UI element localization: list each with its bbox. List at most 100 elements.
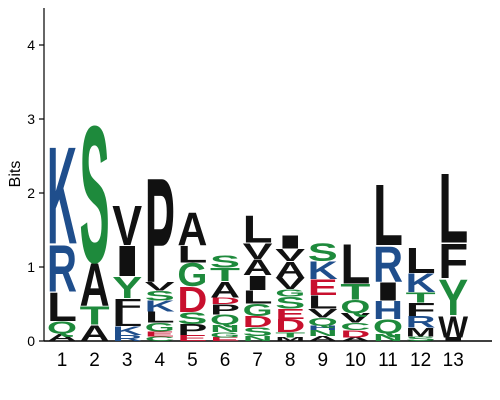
logo-letter-E: E: [210, 336, 240, 342]
logo-letter-G: G: [275, 287, 305, 299]
logo-letter-L: L: [406, 241, 436, 281]
position-label: 1: [57, 350, 68, 371]
logo-letter-D: D: [275, 315, 305, 336]
position-labels: 1 2 3 4 5 6 7 8 9 10 11 12 13: [57, 350, 464, 371]
logo-letter-T: T: [406, 289, 436, 305]
logo-letter-N: N: [243, 335, 273, 343]
position-label: 4: [155, 350, 166, 371]
logo-letter-T: T: [80, 302, 110, 330]
position-label: 6: [220, 350, 231, 371]
logo-letter-G: G: [145, 321, 175, 335]
logo-letter-P: P: [177, 322, 207, 339]
logo-letter-R: R: [373, 236, 403, 293]
logo-letter-V: V: [308, 306, 338, 320]
logo-letter-A: A: [210, 278, 240, 303]
position-label: 12: [410, 350, 431, 371]
y-axis: [43, 8, 492, 342]
logo-letter-I: I: [243, 272, 273, 295]
logo-letter-L: L: [112, 309, 142, 330]
logo-letter-S: S: [177, 309, 207, 327]
y-tick-label: 0: [27, 333, 35, 349]
logo-letter-T: T: [210, 264, 240, 285]
logo-letter-I: I: [373, 277, 403, 306]
y-tick-label: 3: [27, 111, 35, 127]
logo-letter-Q: Q: [308, 316, 338, 329]
logo-letter-N: N: [308, 329, 338, 338]
logo-letter-R: R: [47, 231, 77, 305]
logo-letter-S: S: [210, 252, 240, 271]
logo-letter-H: H: [308, 325, 338, 332]
logo-letter-Q: Q: [210, 312, 240, 328]
logo-letter-A: A: [340, 336, 370, 342]
logo-letter-Y: Y: [112, 271, 142, 305]
logo-letter-Q: Q: [47, 318, 77, 337]
logo-letter-K: K: [145, 298, 175, 315]
position-label: 13: [443, 350, 464, 371]
position-label: 8: [285, 350, 296, 371]
logo-letter-D: D: [177, 281, 207, 321]
logo-letter-I: I: [438, 336, 468, 342]
logo-letter-R: R: [406, 313, 436, 332]
logo-letter-S: S: [145, 289, 175, 304]
position-label: 9: [318, 350, 329, 371]
logo-letter-V: V: [275, 246, 305, 266]
y-axis-title: Bits: [7, 161, 24, 188]
logo-letter-D: D: [340, 328, 370, 339]
logo-letter-A: A: [47, 332, 77, 343]
logo-letter-L: L: [243, 208, 273, 251]
logo-letter-V: V: [340, 311, 370, 326]
logo-letter-V: V: [275, 275, 306, 294]
logo-letter-L: L: [373, 167, 403, 264]
logo-letter-L: L: [308, 291, 338, 312]
logo-letter-S: S: [275, 294, 305, 312]
logo-letter-Y: Y: [438, 269, 468, 326]
logo-letter-F: F: [406, 299, 436, 320]
logo-letter-D: D: [210, 296, 240, 306]
logo-letter-A: A: [275, 258, 305, 283]
logo-letter-L: L: [47, 284, 77, 330]
logo-letter-S: S: [243, 325, 273, 339]
logo-letter-D: D: [243, 313, 273, 330]
y-tick-labels: 0 1 2 3 4: [27, 37, 44, 349]
logo-letter-L: L: [438, 153, 468, 265]
y-tick-label: 1: [27, 259, 35, 275]
logo-letter-N: N: [210, 323, 240, 334]
logo-letter-S: S: [406, 335, 436, 342]
logo-letter-K: K: [406, 268, 436, 298]
logo-letter-V: V: [243, 238, 273, 263]
logo-letter-M: M: [275, 337, 305, 343]
logo-letter-G: G: [177, 257, 207, 294]
logo-letter-A: A: [80, 321, 110, 346]
logo-letter-V: V: [145, 279, 175, 293]
logo-letter-C: C: [145, 336, 175, 343]
logo-letter-E: E: [308, 275, 338, 300]
logo-letter-F: F: [438, 234, 468, 289]
logo-letter-T: T: [340, 279, 370, 304]
position-label: 11: [378, 350, 398, 371]
logo-letter-T: T: [275, 331, 306, 339]
logo-letter-M: M: [406, 326, 436, 340]
logo-letter-S: S: [308, 239, 338, 267]
logo-letter-H: H: [373, 296, 403, 324]
logo-letter-C: C: [340, 321, 370, 332]
logo-letter-A: A: [177, 204, 207, 256]
logo-letter-F: F: [112, 294, 142, 317]
logo-letter-L: L: [340, 233, 370, 296]
logo-letter-K: K: [308, 257, 338, 284]
logo-letter-P: P: [145, 148, 175, 315]
logo-letter-Q: Q: [373, 315, 403, 338]
position-label: 3: [122, 350, 133, 371]
position-label: 5: [187, 350, 198, 371]
logo-letters: AQLRKATASRKLFYIVCEGLKSVPEPSDGLAEGNQPDATS…: [47, 87, 469, 347]
logo-letter-G: G: [210, 331, 240, 339]
position-label: 10: [345, 350, 366, 371]
logo-letter-E: E: [177, 334, 207, 343]
logo-letter-N: N: [373, 332, 403, 343]
position-label: 7: [252, 350, 263, 371]
logo-letter-R: R: [112, 334, 142, 343]
logo-letter-A: A: [308, 335, 338, 343]
logo-letter-L: L: [177, 242, 207, 268]
logo-letter-P: P: [210, 302, 240, 318]
logo-letter-L: L: [145, 309, 175, 326]
